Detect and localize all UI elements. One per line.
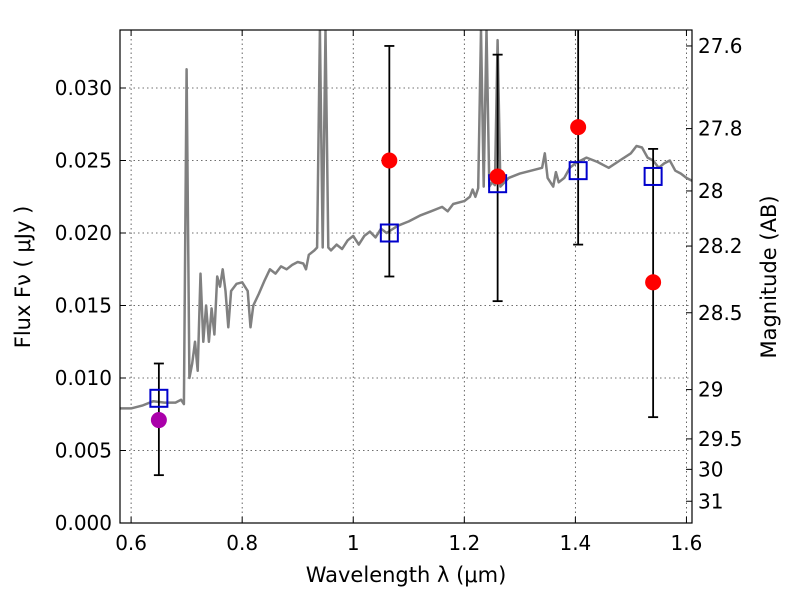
error-bars (149, 30, 663, 477)
y-tick-label: 0.000 (55, 511, 112, 535)
y2-tick-label: 29 (698, 378, 723, 402)
x-tick-label: 1.2 (448, 531, 480, 555)
y2-tick-label: 28.5 (698, 301, 743, 325)
y2-tick-label: 28.2 (698, 234, 743, 258)
y-axis-label: Flux Fν ( μJy ) (11, 206, 35, 349)
y2-tick-label: 27.8 (698, 117, 743, 141)
observed-point (645, 274, 662, 291)
model-square-point (379, 223, 399, 243)
y-tick-label: 0.020 (55, 221, 112, 245)
plot-frame (119, 29, 693, 524)
observed-point (570, 119, 587, 136)
y-tick-label: 0.010 (55, 366, 112, 390)
x-axis-label: Wavelength λ (μm) (306, 563, 507, 587)
observed-point (381, 152, 398, 169)
x-tick-label: 1 (347, 531, 360, 555)
y2-tick-label: 29.5 (698, 427, 743, 451)
spectrum-line (120, 30, 692, 410)
y2-axis-label: Magnitude (AB) (757, 195, 781, 358)
observed-point-magenta (150, 412, 167, 429)
axes: 0.6 0.8 1 1.2 1.4 1.6 0.000 0.005 0.010 0.015 0.02… (55, 30, 743, 555)
x-tick-label: 0.8 (226, 531, 258, 555)
x-tick-label: 1.6 (671, 531, 703, 555)
x-tick-label: 0.6 (115, 531, 147, 555)
model-square-point (149, 388, 169, 408)
grid (120, 30, 692, 524)
y-tick-label: 0.025 (55, 149, 112, 173)
y-tick-label: 0.030 (55, 76, 112, 100)
y2-tick-label: 31 (698, 489, 723, 513)
observed-point (489, 168, 506, 185)
model-square-point (643, 166, 663, 186)
x-tick-label: 1.4 (559, 531, 591, 555)
y-tick-label: 0.015 (55, 294, 112, 318)
model-square-point (568, 161, 588, 181)
y2-tick-label: 28 (698, 179, 723, 203)
y-tick-label: 0.005 (55, 439, 112, 463)
y2-tick-label: 30 (698, 457, 723, 481)
y2-tick-label: 27.6 (698, 34, 743, 58)
plot-area (120, 30, 692, 410)
